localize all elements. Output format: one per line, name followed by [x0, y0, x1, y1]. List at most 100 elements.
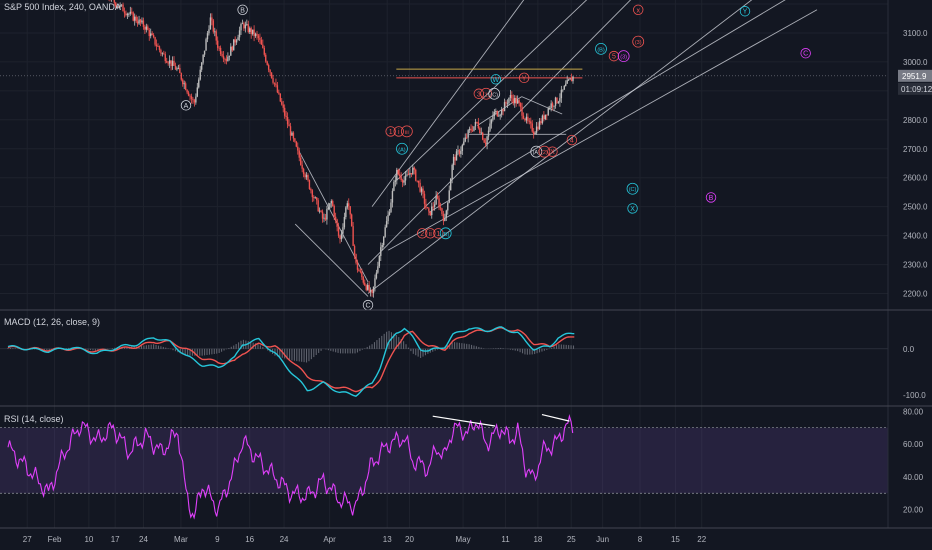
rsi-tick: 60.00 — [903, 440, 924, 449]
candle-body — [215, 31, 217, 41]
candle-body — [524, 118, 526, 121]
candle-body — [184, 83, 187, 90]
candle-body — [461, 144, 464, 151]
candle-body — [249, 28, 251, 32]
candle-body — [202, 54, 204, 63]
candle-body — [216, 40, 219, 48]
grid-lines — [0, 0, 888, 528]
candle-body — [480, 132, 482, 134]
candle-body — [412, 167, 414, 175]
candle-body — [515, 97, 517, 104]
candle-body — [538, 121, 541, 130]
candle-body — [302, 168, 305, 174]
wave-label-circle — [396, 142, 408, 155]
candle-body — [546, 114, 548, 116]
candle-body — [345, 207, 347, 218]
candle-body — [286, 116, 289, 125]
candle-body — [195, 96, 197, 103]
axes — [0, 0, 932, 529]
candle-body — [265, 54, 267, 62]
candle-body — [449, 179, 452, 191]
candle-body — [327, 207, 330, 210]
wave-label-circle — [518, 72, 530, 84]
candle-body — [224, 58, 226, 60]
candle-body — [170, 60, 172, 66]
candle-body — [516, 100, 519, 104]
candle-body — [455, 151, 458, 161]
candle-body — [115, 2, 117, 7]
rsi-tick: 40.00 — [903, 473, 924, 482]
rsi-series[interactable] — [7, 414, 574, 520]
candle-body — [553, 105, 555, 107]
candle-body — [565, 83, 567, 86]
time-tick: 24 — [139, 535, 148, 544]
trend-line — [367, 0, 632, 265]
wave-label: (C) — [629, 187, 637, 193]
candle-body — [337, 226, 340, 236]
wave-label-circle — [617, 50, 630, 63]
candle-body — [391, 190, 394, 203]
macd-line — [7, 326, 575, 397]
price-candles[interactable] — [108, 0, 574, 298]
wave-label: x — [636, 7, 640, 14]
candle-body — [530, 121, 532, 124]
candle-body — [123, 11, 126, 14]
candle-body — [444, 217, 446, 221]
candle-body — [192, 98, 194, 101]
candle-body — [289, 126, 292, 136]
macd-series[interactable] — [0, 326, 888, 397]
price-tags: 2951.9 01:09:12 — [898, 69, 932, 95]
wave-label-circle — [473, 88, 485, 99]
candle-body — [168, 60, 171, 64]
wave-label: (B) — [442, 232, 450, 238]
wave-label: 2 — [420, 231, 424, 238]
candle-body — [393, 181, 395, 191]
candle-body — [257, 35, 260, 38]
candle-body — [288, 124, 290, 127]
candle-body — [182, 79, 184, 85]
candle-body — [183, 83, 185, 85]
candle-body — [409, 173, 411, 175]
candle-body — [364, 282, 366, 286]
candle-body — [557, 101, 560, 103]
wave-label-circle — [595, 42, 607, 55]
time-tick: Jun — [596, 535, 609, 544]
candle-body — [167, 62, 169, 64]
candle-body — [209, 17, 212, 30]
wave-label-circle — [237, 4, 248, 15]
wave-label: Y — [743, 9, 748, 16]
price-tick: 2800.0 — [903, 116, 928, 125]
candle-body — [117, 6, 120, 8]
candle-body — [500, 109, 503, 115]
price-axis[interactable]: 2200.0 2300.0 2400.0 2500.0 2600.0 2700.0 2800… — [903, 29, 928, 515]
time-axis[interactable]: 27 Feb 10 17 24 Mar 9 16 24 Apr 13 20 May 11 18 25 Jun 8 1… — [23, 535, 707, 544]
candle-body — [212, 20, 215, 32]
candle-body — [457, 150, 459, 152]
candle-body — [260, 39, 263, 45]
last-price-value: 2951.9 — [902, 72, 927, 81]
candle-body — [281, 101, 283, 105]
candle-body — [276, 85, 279, 93]
candle-body — [423, 193, 426, 204]
wave-label-circle — [400, 125, 413, 138]
wave-label-circle — [393, 126, 404, 137]
candle-body — [176, 68, 178, 70]
candle-body — [307, 175, 309, 181]
wave-label: B — [709, 195, 714, 202]
candle-body — [189, 95, 191, 97]
candle-body — [466, 137, 468, 139]
candle-body — [321, 211, 324, 219]
candle-body — [263, 47, 265, 55]
candle-body — [205, 39, 207, 51]
candle-body — [318, 210, 321, 212]
candle-body — [352, 226, 354, 246]
wave-label-circle — [547, 146, 558, 157]
candle-body — [132, 12, 134, 21]
candle-body — [313, 197, 315, 199]
candle-body — [495, 111, 497, 113]
wave-label: 3 — [477, 91, 481, 98]
price-tick: 2300.0 — [903, 261, 928, 270]
trend-line — [396, 0, 588, 181]
candle-body — [222, 56, 225, 59]
